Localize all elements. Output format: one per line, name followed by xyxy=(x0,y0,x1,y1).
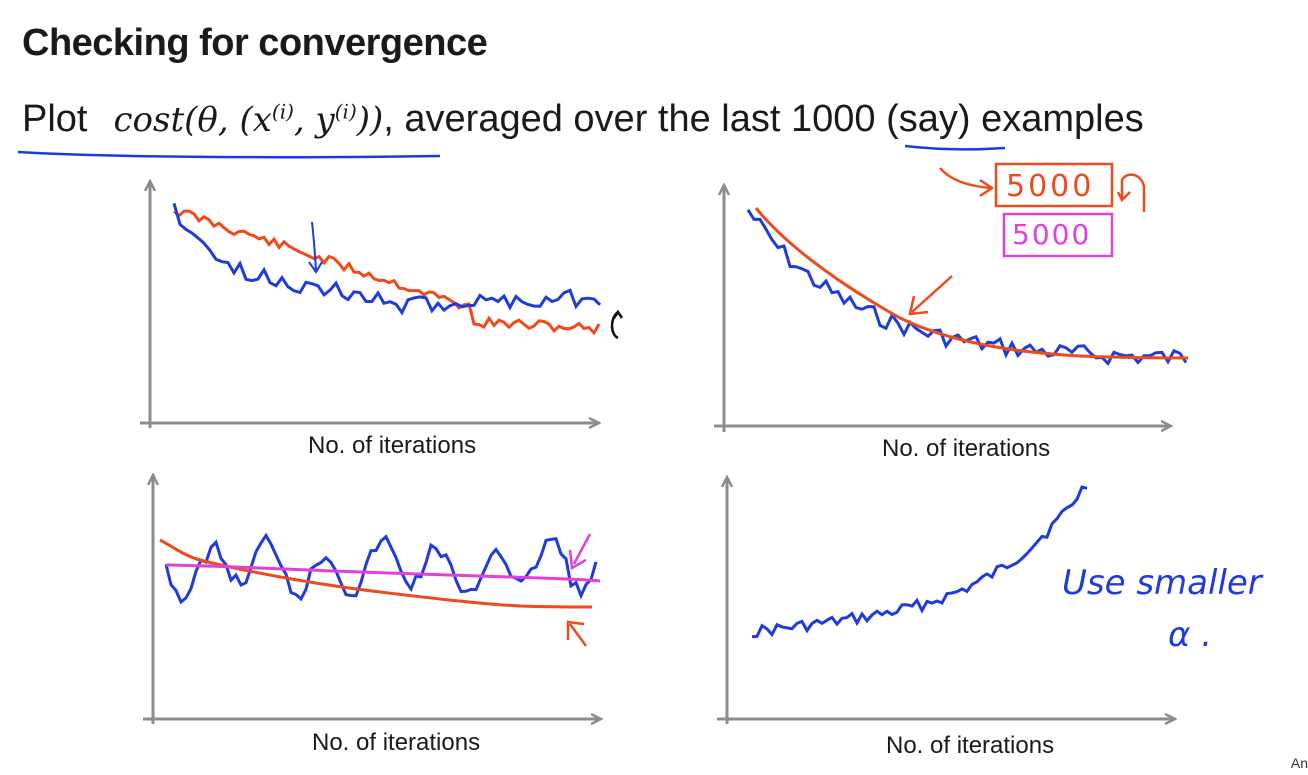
red-smooth-curve xyxy=(754,207,1189,360)
cost-formula-sup-x: (i) xyxy=(271,99,294,124)
subtitle-plot-word: Plot xyxy=(22,98,88,140)
down-arrow-annotation xyxy=(308,221,323,274)
slide-subtitle: Plot cost(θ, (x(i), y(i))), averaged over… xyxy=(22,98,1144,141)
red-pointer-arrow xyxy=(566,620,588,647)
bracket-annotation xyxy=(610,309,624,340)
blue-cost-curve xyxy=(172,202,602,316)
cost-formula-end: )) xyxy=(356,100,384,140)
plot-bottom-right: No. of iterations Use smaller α . xyxy=(717,478,1264,759)
subtitle-underline-blue xyxy=(17,150,441,159)
subtitle-number: 1000 xyxy=(790,98,876,140)
pink-box-label: 5000 xyxy=(1012,218,1091,251)
cost-formula: cost(θ, (x(i), y(i))) xyxy=(113,100,383,140)
x-axis-label: No. of iterations xyxy=(886,732,1054,759)
number-underline-blue xyxy=(904,144,1006,151)
corner-text: An xyxy=(1290,755,1308,771)
cost-formula-mid: , y xyxy=(293,100,335,140)
x-axis-label: No. of iterations xyxy=(312,729,480,756)
magenta-trend-curve xyxy=(165,563,601,583)
handwritten-use-smaller: Use smaller xyxy=(1062,563,1264,603)
blue-diverging-curve xyxy=(751,485,1088,639)
red-hook-arrow-right xyxy=(1116,173,1146,212)
slide-title: Checking for convergence xyxy=(22,22,488,64)
cost-formula-sup-y: (i) xyxy=(334,99,357,124)
subtitle-rest-a: , averaged over the last xyxy=(383,98,791,140)
x-axis-label: No. of iterations xyxy=(882,435,1050,462)
plot-bottom-left: No. of iterations xyxy=(143,476,600,756)
red-hook-arrow-left xyxy=(939,167,995,198)
plot-top-left: No. of iterations xyxy=(140,182,624,459)
red-trend-curve xyxy=(159,538,593,609)
red-pointer-arrow xyxy=(908,275,953,316)
subtitle-rest-b: (say) examples xyxy=(875,98,1144,140)
red-box xyxy=(994,162,1114,208)
plot-top-right: No. of iterations 5000 5000 xyxy=(714,162,1189,462)
red-box-label: 5000 xyxy=(1006,169,1094,204)
x-axis-label: No. of iterations xyxy=(308,432,476,459)
pink-box xyxy=(1002,212,1114,258)
magenta-pointer-arrow xyxy=(568,533,592,571)
handwritten-alpha: α . xyxy=(1168,615,1212,655)
red-cost-curve xyxy=(173,209,601,336)
cost-formula-head: cost(θ, (x xyxy=(113,100,272,140)
